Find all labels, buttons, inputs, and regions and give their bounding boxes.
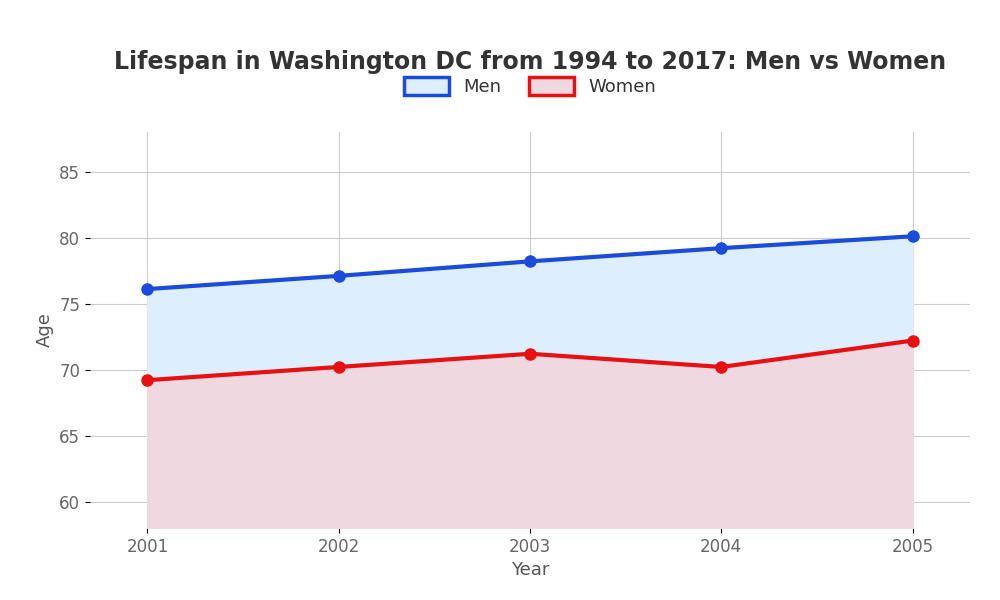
Men	[715, 245, 727, 252]
Women	[141, 377, 153, 384]
Men	[333, 272, 345, 280]
Title: Lifespan in Washington DC from 1994 to 2017: Men vs Women: Lifespan in Washington DC from 1994 to 2…	[114, 50, 946, 74]
Line: Women: Women	[142, 335, 918, 386]
Women	[333, 364, 345, 371]
X-axis label: Year: Year	[511, 561, 549, 579]
Men	[907, 233, 919, 240]
Women	[524, 350, 536, 358]
Women	[907, 337, 919, 344]
Women	[715, 364, 727, 371]
Legend: Men, Women: Men, Women	[397, 70, 663, 104]
Men	[524, 258, 536, 265]
Line: Men: Men	[142, 231, 918, 295]
Y-axis label: Age: Age	[36, 313, 54, 347]
Men	[141, 286, 153, 293]
